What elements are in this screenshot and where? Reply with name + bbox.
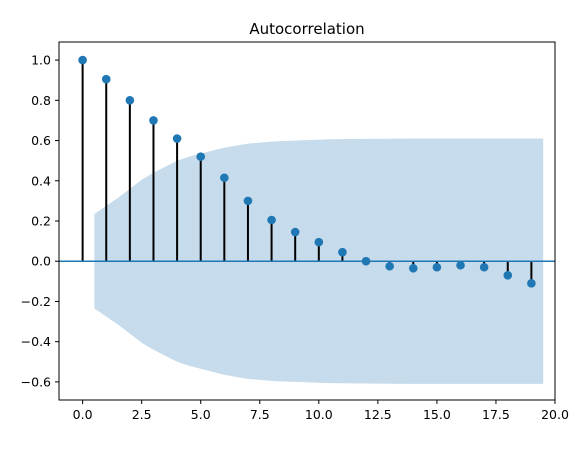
x-tick-label: 20.0	[541, 407, 569, 422]
y-axis: −0.6 −0.4 −0.2 0.0 0.2 0.4 0.6 0.8 1.0	[21, 53, 59, 389]
marker-lag-14	[408, 263, 418, 273]
y-tick-label: −0.4	[21, 334, 51, 349]
x-tick-label: 17.5	[482, 407, 510, 422]
marker-lag-16	[456, 260, 465, 270]
x-tick-label: 0.0	[73, 407, 93, 422]
marker-lag-5	[196, 152, 206, 161]
y-tick-label: 0.6	[31, 133, 51, 148]
marker-lag-3	[149, 116, 158, 125]
marker-lag-18	[503, 271, 513, 280]
marker-lag-13	[385, 261, 394, 271]
y-tick-label: 0.2	[31, 214, 51, 229]
marker-lag-17	[479, 262, 489, 272]
marker-lag-15	[432, 262, 442, 272]
marker-lag-9	[290, 227, 300, 237]
marker-lag-8	[267, 215, 276, 225]
marker-lag-2	[125, 96, 135, 105]
y-tick-label: 1.0	[31, 53, 51, 68]
x-tick-label: 2.5	[132, 407, 152, 422]
marker-lag-12	[361, 256, 371, 266]
x-axis: 0.0 2.5 5.0 7.5 10.0 12.5 15.0 17.5 20.0	[73, 400, 569, 422]
marker-lag-7	[243, 196, 253, 206]
markers	[78, 55, 536, 288]
x-tick-label: 15.0	[423, 407, 451, 422]
x-tick-label: 5.0	[191, 407, 211, 422]
x-tick-label: 12.5	[364, 407, 392, 422]
marker-lag-10	[314, 237, 324, 247]
marker-lag-1	[101, 74, 111, 84]
x-tick-label: 10.0	[305, 407, 333, 422]
x-tick-label: 7.5	[250, 407, 270, 422]
marker-lag-19	[527, 279, 536, 288]
chart-title: Autocorrelation	[249, 20, 364, 38]
marker-lag-11	[338, 247, 347, 257]
y-tick-label: 0.0	[31, 254, 51, 269]
marker-lag-4	[172, 134, 182, 143]
y-tick-label: 0.4	[31, 173, 51, 188]
y-tick-label: 0.8	[31, 93, 51, 108]
y-tick-label: −0.2	[21, 294, 51, 309]
y-tick-label: −0.6	[21, 374, 51, 389]
marker-lag-6	[220, 173, 229, 183]
marker-lag-0	[78, 55, 87, 65]
